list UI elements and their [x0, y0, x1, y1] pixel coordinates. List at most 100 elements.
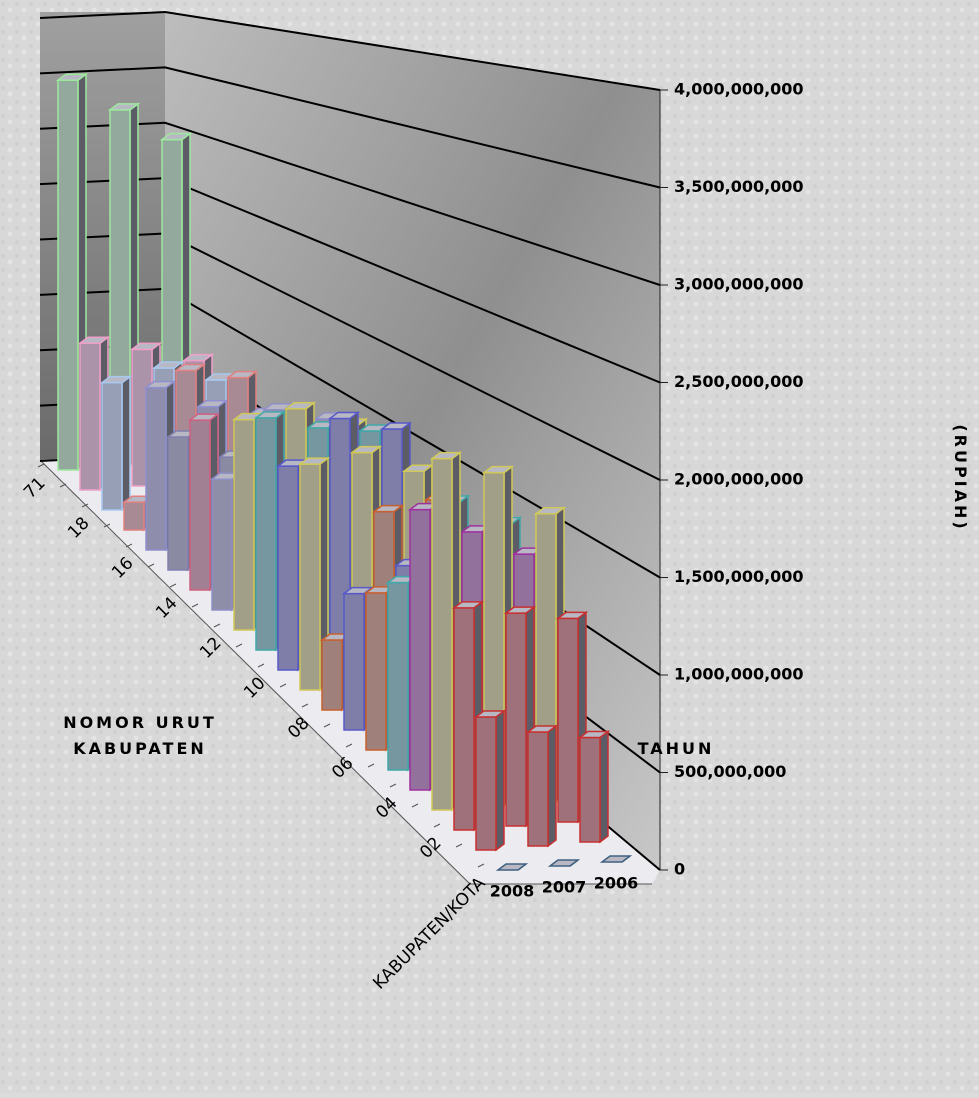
x-axis-title: KABUPATEN: [73, 739, 207, 758]
bar-top: [77, 336, 111, 345]
depth-tick-label: 2008: [490, 882, 535, 901]
category-tick: [345, 743, 353, 748]
category-tick: [257, 663, 265, 668]
bar-side: [121, 375, 131, 512]
bar-tint: [124, 502, 144, 530]
bar: [99, 375, 133, 512]
bar-tint: [344, 593, 364, 730]
bar-top: [429, 451, 463, 460]
y-tick-label: 2,000,000,000: [674, 470, 804, 489]
bar-top: [181, 353, 215, 362]
y-tick-label: 3,500,000,000: [674, 177, 804, 196]
bar: [495, 863, 529, 871]
bar-top: [547, 859, 581, 867]
bar-tint: [432, 458, 452, 810]
depth-axis-title: TAHUN: [638, 739, 715, 758]
bar-tint: [476, 716, 496, 850]
bar-top: [473, 710, 507, 718]
bar-top: [371, 504, 405, 513]
y-tick-label: 2,500,000,000: [674, 372, 804, 391]
y-tick-label: 1,500,000,000: [674, 567, 804, 586]
bar-tint: [366, 592, 386, 750]
bar-side: [599, 729, 609, 844]
bar-top: [555, 611, 589, 620]
bar-top: [481, 465, 515, 474]
bar-top: [533, 506, 567, 515]
bar-tint: [146, 387, 166, 550]
bar-top: [349, 445, 383, 454]
category-axis-line: [39, 459, 471, 885]
bar-tint: [278, 466, 298, 670]
bar: [599, 855, 633, 863]
category-tick: [235, 643, 243, 648]
bar-top: [451, 601, 485, 609]
bar-top: [327, 411, 361, 420]
bar-top: [283, 402, 317, 410]
category-tick: [125, 543, 133, 548]
depth-tick-label: 2007: [542, 878, 587, 897]
x-axis-title: NOMOR URUT: [63, 713, 217, 732]
bar-top: [55, 73, 89, 81]
category-tick: [323, 723, 331, 728]
bar-top: [297, 457, 331, 465]
bar-tint: [234, 419, 254, 630]
bar-top: [525, 725, 559, 733]
bar-top: [99, 375, 133, 384]
bar-side: [495, 709, 505, 852]
bar: [577, 729, 611, 844]
bar-top: [225, 370, 259, 379]
bar-tint: [212, 479, 232, 610]
category-tick: [301, 703, 309, 708]
category-tick: [367, 763, 375, 768]
bar-top: [495, 863, 529, 871]
category-tick: [279, 683, 287, 688]
bar: [297, 456, 331, 692]
bar-tint: [454, 607, 474, 830]
bar-tint: [322, 640, 342, 710]
y-tick-label: 1,000,000,000: [674, 665, 804, 684]
bar-top: [107, 103, 141, 111]
bar-top: [187, 413, 221, 421]
grid-line: [39, 10, 661, 91]
bar-tint: [506, 613, 526, 826]
bar-tint: [410, 509, 430, 790]
category-tick: [455, 843, 463, 848]
bar-top: [577, 730, 611, 739]
bar: [253, 410, 287, 652]
bar-top: [503, 606, 537, 614]
bar-top: [173, 363, 207, 372]
y-tick-label: 3,000,000,000: [674, 275, 804, 294]
bar-tint: [528, 731, 548, 846]
bar-tint: [58, 80, 78, 470]
category-tick: [213, 623, 221, 628]
y-tick-label: 0: [674, 860, 685, 879]
bar-tint: [80, 343, 100, 490]
bar-tint: [300, 464, 320, 690]
category-tick: [411, 803, 419, 808]
bar-tint: [190, 420, 210, 590]
bar-side: [547, 724, 557, 848]
bar-top: [151, 361, 185, 369]
category-tick: [147, 563, 155, 568]
category-tick: [389, 783, 397, 788]
bar-top: [195, 400, 229, 408]
bar-top: [253, 411, 287, 419]
bar: [231, 412, 265, 632]
bar-top: [379, 422, 413, 430]
bar-tint: [558, 618, 578, 822]
bar: [525, 724, 559, 848]
bar-tint: [256, 417, 276, 650]
bar-top: [159, 132, 193, 141]
category-tick: [103, 523, 111, 528]
depth-tick-label: 2006: [594, 874, 639, 893]
bar-top: [599, 855, 633, 863]
bar-top: [143, 380, 177, 389]
y-tick-label: 4,000,000,000: [674, 80, 804, 99]
category-tick: [477, 863, 485, 868]
category-tick: [59, 483, 67, 488]
grid-line: [39, 66, 661, 189]
bar: [473, 709, 507, 852]
y-tick-label: 500,000,000: [674, 762, 786, 781]
